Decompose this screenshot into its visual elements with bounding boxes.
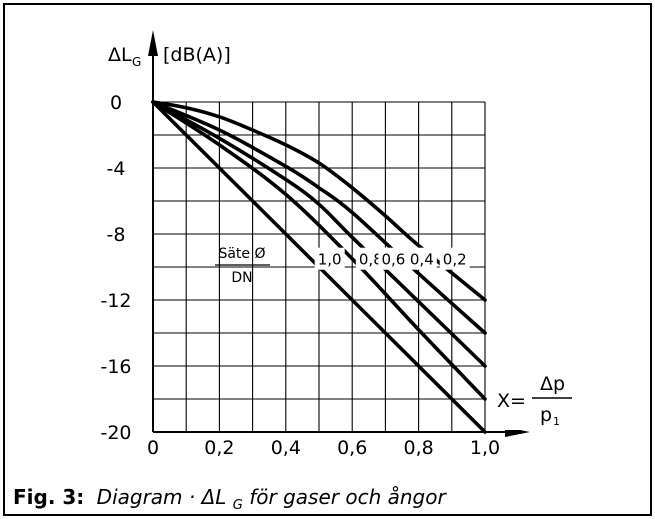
x-tick-label: 0,6 bbox=[337, 437, 367, 459]
x-axis-label-numerator: Δp bbox=[540, 373, 565, 395]
x-tick-label: 0 bbox=[147, 437, 159, 459]
y-axis-label: ΔL G [dB(A)] bbox=[108, 44, 231, 69]
x-axis-label-denominator: p bbox=[540, 404, 552, 426]
x-axis-label: X= Δp p 1 bbox=[490, 368, 585, 430]
caption-desc-end: för gaser och ångor bbox=[249, 485, 447, 509]
y-tick-label: -16 bbox=[100, 356, 131, 378]
series-labels: 1,0 0,80,6 0,4 0,2 bbox=[314, 247, 470, 270]
y-axis-label-unit: [dB(A)] bbox=[163, 44, 231, 66]
x-axis-label-prefix: X= bbox=[497, 390, 526, 412]
y-tick-label: -20 bbox=[100, 422, 131, 444]
curve-seat-0-4 bbox=[151, 100, 487, 335]
series-label: 1,0 bbox=[318, 251, 342, 269]
x-axis-label-den-subscript: 1 bbox=[553, 415, 560, 428]
curve-seat-0-8 bbox=[151, 100, 487, 401]
legend-title-denominator: DN bbox=[231, 270, 252, 286]
series-label-background bbox=[378, 247, 409, 270]
series-label: 0,2 bbox=[443, 251, 467, 269]
axes bbox=[148, 30, 530, 437]
y-tick-label: -4 bbox=[107, 158, 126, 180]
y-axis-arrow bbox=[148, 30, 158, 56]
caption-subscript: G bbox=[233, 498, 243, 513]
series-label-background bbox=[355, 247, 386, 270]
figure-caption: Fig. 3: Diagram · ΔL G för gaser och ång… bbox=[13, 485, 447, 514]
caption-fig-label: Fig. 3: bbox=[13, 485, 84, 509]
y-tick-label: -12 bbox=[100, 290, 131, 312]
y-axis-label-symbol: ΔL bbox=[108, 44, 132, 66]
x-tick-label: 0,8 bbox=[403, 437, 433, 459]
x-tick-label: 0,2 bbox=[204, 437, 234, 459]
legend-title-numerator: Säte Ø bbox=[218, 246, 265, 262]
curve-seat-0-6 bbox=[151, 100, 487, 368]
legend-title: Säte Ø DN bbox=[215, 246, 270, 286]
series-label: 0,6 bbox=[382, 251, 406, 269]
series-label: 0,8 bbox=[359, 251, 383, 269]
tick-labels: 0 0,2 0,4 0,6 0,8 1,00-4-8-12-16-20 bbox=[100, 92, 500, 459]
y-tick-label: -8 bbox=[107, 224, 126, 246]
series-label-background bbox=[314, 247, 345, 270]
x-tick-label: 0,4 bbox=[271, 437, 301, 459]
caption-text: Fig. 3: Diagram · ΔL G för gaser och ång… bbox=[13, 485, 447, 514]
curve-seat-0-2 bbox=[151, 100, 487, 302]
y-tick-label: 0 bbox=[110, 92, 122, 114]
series-label: 0,4 bbox=[410, 251, 434, 269]
x-axis-label-background bbox=[490, 368, 585, 430]
y-axis-label-subscript: G bbox=[132, 55, 141, 69]
caption-desc: Diagram · ΔL bbox=[97, 485, 227, 509]
series-label-background bbox=[406, 247, 437, 270]
series-label-background bbox=[439, 247, 470, 270]
x-tick-label: 1,0 bbox=[470, 437, 500, 459]
